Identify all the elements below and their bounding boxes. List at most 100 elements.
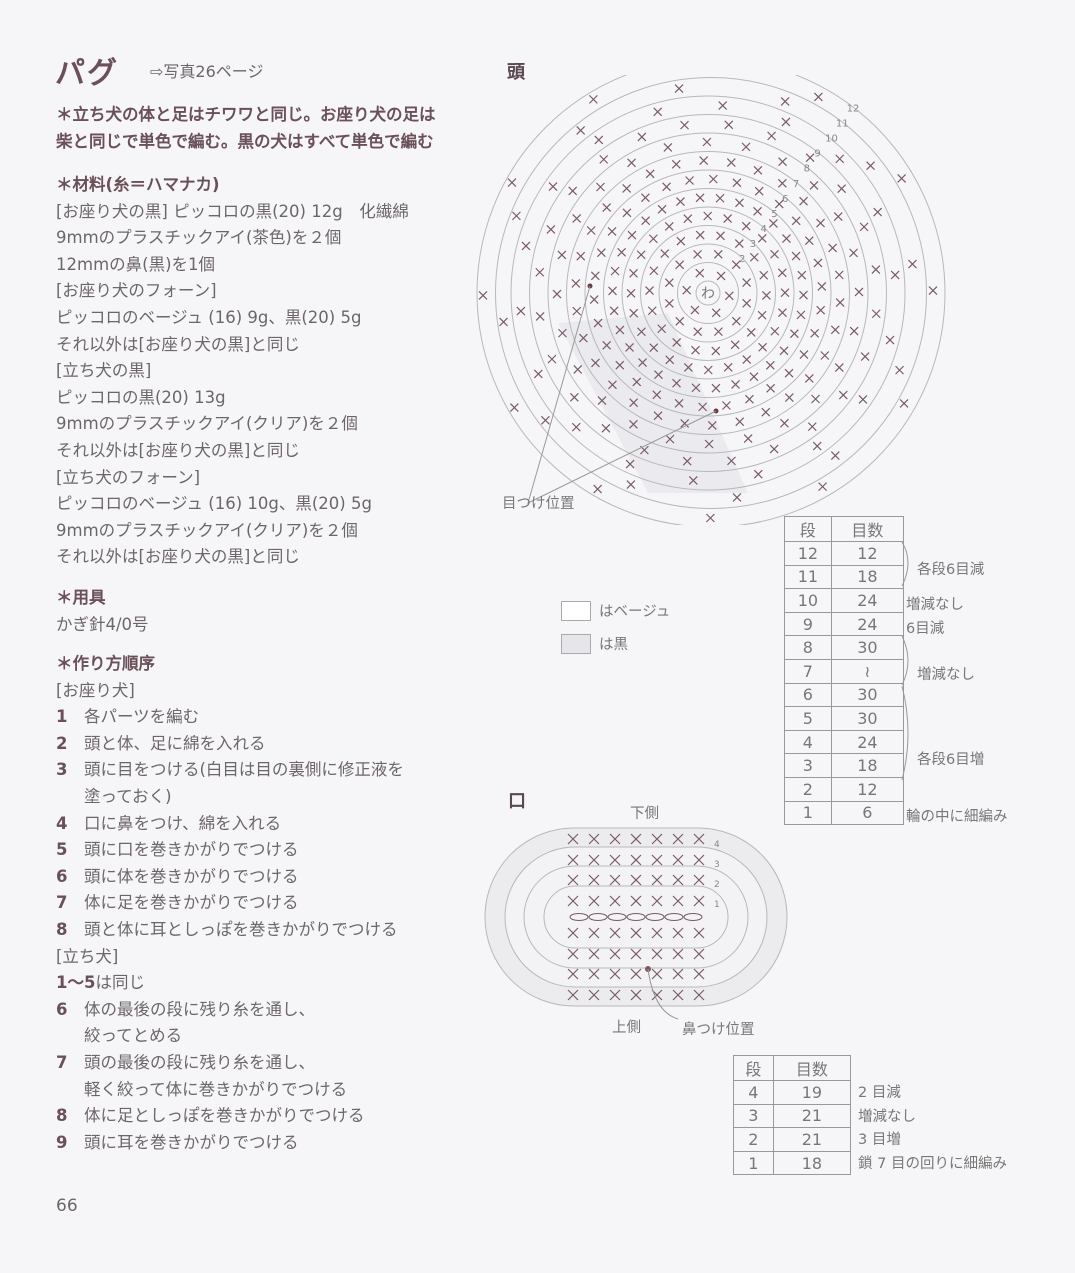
step-item: 7 体に足を巻きかがりでつける: [56, 890, 404, 917]
table-cell: 1: [733, 1150, 774, 1176]
stitch-mark: [746, 327, 756, 337]
stitch-mark: [578, 333, 588, 343]
tools-heading: ＊用具: [56, 588, 106, 607]
stitch-mark: [749, 372, 759, 382]
head-rounds-table: 段目数 12 12 11 18 10 24 9 24 8 30 7 ≀ 6 30 5 30 4 24 3 18 2 12 1 6: [784, 516, 905, 826]
nose-leader-line: [647, 968, 679, 1020]
stitch-mark: [591, 358, 600, 368]
table-cell: 21: [772, 1103, 852, 1129]
stitch-mark: [693, 874, 705, 886]
stitch-mark: [703, 365, 713, 375]
page-title: パグ: [55, 56, 119, 91]
table-cell: 9: [784, 611, 832, 637]
stitch-mark: [630, 927, 642, 939]
chain-stitch: [588, 913, 608, 921]
stitch-mark: [816, 218, 825, 228]
stitch-mark: [627, 230, 637, 240]
stitch-mark: [866, 161, 875, 171]
stitch-mark: [680, 419, 690, 428]
stitch-mark: [602, 340, 612, 350]
stitch-mark: [572, 306, 582, 316]
black-swatch: [561, 633, 591, 654]
stitch-mark: [609, 833, 621, 845]
stitch-mark: [799, 290, 808, 300]
stitch-mark: [757, 233, 767, 243]
stitch-mark: [672, 833, 684, 845]
step-number: 8: [56, 1106, 68, 1126]
stitch-mark: [660, 249, 670, 259]
stitch-mark: [732, 493, 742, 502]
stitch-mark: [796, 310, 806, 320]
legend-item-beige: はベージュ: [561, 600, 670, 621]
stitch-mark: [810, 328, 820, 338]
stitch-mark: [588, 854, 600, 866]
stitch-mark: [478, 291, 488, 300]
step-number: 9: [56, 1132, 68, 1152]
stitch-mark: [691, 345, 700, 355]
stitch-mark: [594, 135, 604, 145]
stitch-mark: [630, 968, 642, 980]
stitch-mark: [664, 278, 674, 288]
round-ring: [640, 225, 776, 361]
stitch-mark: [753, 206, 762, 216]
materials-line: ピッコロのベージュ (16) 10g、黒(20) 5g: [56, 494, 372, 514]
stitch-mark: [602, 203, 612, 213]
stitch-mark: [730, 340, 740, 350]
stitch-mark: [871, 265, 881, 274]
standing-label: [立ち犬]: [56, 946, 119, 966]
stitch-mark: [804, 373, 814, 383]
stitch-mark: [812, 441, 822, 451]
stitch-mark: [652, 390, 662, 400]
step-item: 3 頭に目をつける(白目は目の裏側に修正液を: [56, 757, 404, 784]
step-text-cont: 軽く絞って体に巻きかがりでつける: [84, 1079, 348, 1099]
stitch-mark: [622, 183, 632, 193]
stitch-mark: [547, 354, 557, 364]
round-number: 10: [825, 134, 838, 145]
tools-section: ＊用具 かぎ針4/0号: [56, 585, 149, 638]
stitch-mark: [680, 120, 689, 130]
stitch-mark: [671, 159, 681, 169]
stitch-mark: [682, 285, 692, 295]
stitch-mark: [645, 286, 654, 296]
stitch-mark: [630, 854, 642, 866]
table-row: 7 ≀: [784, 658, 905, 684]
stitch-mark: [649, 266, 659, 276]
intro-note: ＊立ち犬の体と足はチワワと同じ。お座り犬の足は 柴と同じで単色で編む。黒の犬はす…: [56, 102, 436, 155]
step-text: 頭に目をつける(白目は目の裏側に修正液を: [84, 760, 404, 780]
head-note: 増減なし: [906, 597, 964, 613]
stitch-mark: [509, 403, 519, 413]
stitch-mark: [640, 193, 650, 203]
table-header: 段目数: [784, 516, 905, 542]
stitch-mark: [516, 306, 526, 316]
materials-heading: ＊材料(糸＝ハマナカ): [56, 175, 220, 194]
stitch-mark: [588, 895, 600, 907]
stitch-mark: [572, 214, 582, 223]
stitch-mark: [813, 258, 823, 268]
table-cell: 12: [830, 541, 905, 566]
stitch-mark: [716, 231, 725, 241]
stitch-mark: [629, 398, 639, 408]
stitch-mark: [770, 326, 780, 336]
stitch-mark: [622, 208, 632, 218]
head-note: 各段6目減: [917, 562, 985, 578]
step-number: 5: [56, 840, 68, 860]
mouth-note: 増減なし: [858, 1109, 916, 1125]
stitch-mark: [675, 316, 685, 326]
stitch-mark: [779, 346, 789, 356]
bottom-side-label: 下側: [630, 806, 659, 822]
stitch-mark: [672, 895, 684, 907]
materials-line: それ以外は[お座り犬の黒]と同じ: [56, 547, 300, 567]
stitch-mark: [649, 343, 659, 353]
stitch-mark: [713, 327, 723, 337]
materials-line: ピッコロのベージュ (16) 9g、黒(20) 5g: [56, 307, 362, 327]
mouth-rounds-table: 段目数 4 19 3 21 2 21 1 18: [733, 1055, 852, 1176]
stitch-mark: [817, 281, 827, 291]
stitch-mark: [609, 854, 621, 866]
intro-line: 柴と同じで単色で編む。黒の犬はすべて単色で編む: [56, 131, 434, 151]
step-item: 9 頭に耳を巻きかがりでつける: [56, 1130, 404, 1157]
stitch-mark: [617, 247, 627, 257]
step-number: 6: [56, 999, 68, 1019]
table-row: 4 24: [784, 729, 905, 755]
stitch-mark: [691, 383, 701, 393]
